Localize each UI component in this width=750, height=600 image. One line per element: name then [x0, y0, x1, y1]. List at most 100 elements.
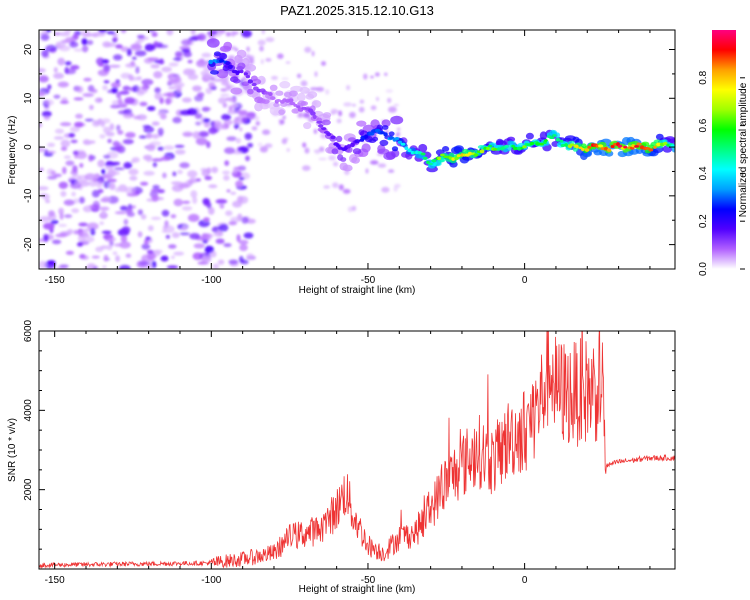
- heatmap-noise-blob: [58, 207, 64, 215]
- heatmap-noise-blob: [218, 2, 224, 5]
- heatmap-noise-blob: [246, 111, 256, 120]
- heatmap-ridge-cell: [264, 91, 270, 95]
- colorbar-tick-label: 0.0: [698, 262, 709, 276]
- heatmap-noise-blob: [204, 175, 212, 181]
- heatmap-ridge-cell: [354, 139, 360, 144]
- heatmap-ridge-cell: [428, 162, 433, 166]
- heatmap-noise-blob: [43, 222, 55, 230]
- heatmap-noise-blob: [165, 97, 172, 105]
- heatmap-noise-blob: [68, 133, 76, 138]
- heatmap-ridge-cell: [641, 141, 650, 147]
- heatmap-noise-blob: [97, 69, 109, 77]
- heatmap-noise-blob: [82, 236, 95, 243]
- heatmap-noise-blob: [150, 64, 160, 69]
- heatmap-noise-blob: [226, 136, 237, 142]
- heatmap-noise-blob: [235, 137, 241, 144]
- heatmap-noise-blob: [140, 181, 149, 186]
- heatmap-noise-blob: [104, 42, 117, 48]
- heatmap-noise-blob: [114, 187, 121, 193]
- heatmap-noise-blob: [248, 55, 255, 60]
- heatmap-noise-blob: [96, 180, 103, 188]
- heatmap-noise-blob: [168, 62, 179, 67]
- heatmap-noise-blob: [139, 101, 148, 107]
- heatmap-noise-blob: [94, 173, 100, 179]
- heatmap-noise-blob: [48, 210, 55, 217]
- heatmap-noise-blob: [223, 243, 232, 248]
- heatmap-ridge-cell: [213, 51, 221, 57]
- heatmap-noise-blob: [136, 260, 149, 269]
- heatmap-ridge-cell: [372, 136, 379, 142]
- heatmap-noise-blob: [39, 186, 49, 191]
- colorbar-tick-label: 0.4: [698, 166, 709, 180]
- heatmap-noise-blob: [311, 50, 315, 57]
- heatmap-noise-blob: [336, 118, 342, 124]
- heatmap-noise-blob: [106, 30, 116, 35]
- y-tick-label: -20: [23, 237, 34, 252]
- heatmap-noise-blob: [84, 118, 94, 122]
- heatmap-noise-blob: [119, 264, 131, 269]
- heatmap-noise-blob: [257, 39, 266, 46]
- heatmap-noise-blob: [313, 128, 318, 134]
- heatmap-noise-blob: [64, 214, 73, 219]
- heatmap-noise-blob: [255, 121, 260, 126]
- heatmap-noise-blob: [43, 233, 49, 242]
- heatmap-noise-blob: [304, 147, 310, 154]
- heatmap-noise-blob: [124, 186, 136, 195]
- heatmap-ridge-cell: [636, 142, 642, 146]
- heatmap-ridge-cell: [261, 99, 270, 104]
- heatmap-noise-blob: [110, 170, 120, 176]
- heatmap-noise-blob: [182, 200, 191, 204]
- heatmap-noise-blob: [102, 84, 108, 91]
- x-tick-label: -150: [45, 275, 65, 286]
- heatmap-ridge-cell: [431, 159, 437, 163]
- heatmap-ridge-cell: [236, 49, 247, 59]
- heatmap-noise-blob: [82, 139, 91, 145]
- heatmap-noise-blob: [157, 112, 166, 116]
- heatmap-noise-blob: [50, 219, 59, 225]
- heatmap-noise-blob: [124, 97, 136, 105]
- heatmap-noise-blob: [144, 239, 149, 245]
- heatmap-ridge-cell: [549, 136, 555, 139]
- heatmap-noise-blob: [226, 189, 231, 193]
- heatmap-noise-blob: [44, 99, 54, 106]
- heatmap-noise-blob: [212, 25, 219, 29]
- heatmap-noise-blob: [388, 169, 395, 173]
- heatmap-noise-blob: [300, 80, 308, 87]
- heatmap-noise-blob: [171, 232, 180, 239]
- heatmap-noise-blob: [111, 86, 118, 94]
- heatmap-ridge-cell: [544, 139, 548, 142]
- heatmap-noise-blob: [76, 86, 84, 93]
- heatmap-noise-blob: [47, 84, 52, 90]
- heatmap-noise-blob: [208, 127, 218, 135]
- heatmap-ridge-cell: [634, 145, 640, 148]
- heatmap-ridge-cell: [312, 114, 317, 120]
- heatmap-noise-blob: [186, 179, 198, 184]
- heatmap-noise-blob: [271, 75, 278, 80]
- heatmap-ridge-cell: [391, 146, 399, 152]
- heatmap-noise-blob: [238, 112, 248, 119]
- heatmap-noise-blob: [214, 33, 222, 37]
- heatmap-noise-blob: [59, 100, 69, 105]
- heatmap-noise-blob: [42, 193, 50, 201]
- heatmap-noise-blob: [173, 251, 185, 256]
- heatmap-noise-blob: [70, 169, 78, 176]
- heatmap-noise-blob: [114, 211, 127, 215]
- heatmap-noise-blob: [240, 12, 248, 18]
- heatmap-ridge-cell: [400, 142, 406, 146]
- heatmap-noise-blob: [115, 44, 123, 49]
- heatmap-ridge-cell: [390, 115, 404, 125]
- heatmap-noise-blob: [303, 112, 311, 119]
- heatmap-ridge-cell: [351, 156, 360, 164]
- heatmap-ridge-cell: [288, 98, 294, 103]
- heatmap-noise-blob: [41, 49, 49, 58]
- heatmap-noise-blob: [81, 45, 89, 53]
- heatmap-noise-blob: [101, 118, 111, 124]
- heatmap-ridge-cell: [206, 38, 220, 48]
- heatmap-noise-blob: [206, 167, 211, 175]
- heatmap-noise-blob: [39, 68, 46, 73]
- heatmap-ridge-cell: [299, 86, 310, 94]
- heatmap-ridge-cell: [587, 145, 592, 149]
- heatmap-noise-blob: [223, 119, 233, 126]
- heatmap-noise-blob: [234, 166, 242, 170]
- heatmap-noise-blob: [122, 139, 134, 145]
